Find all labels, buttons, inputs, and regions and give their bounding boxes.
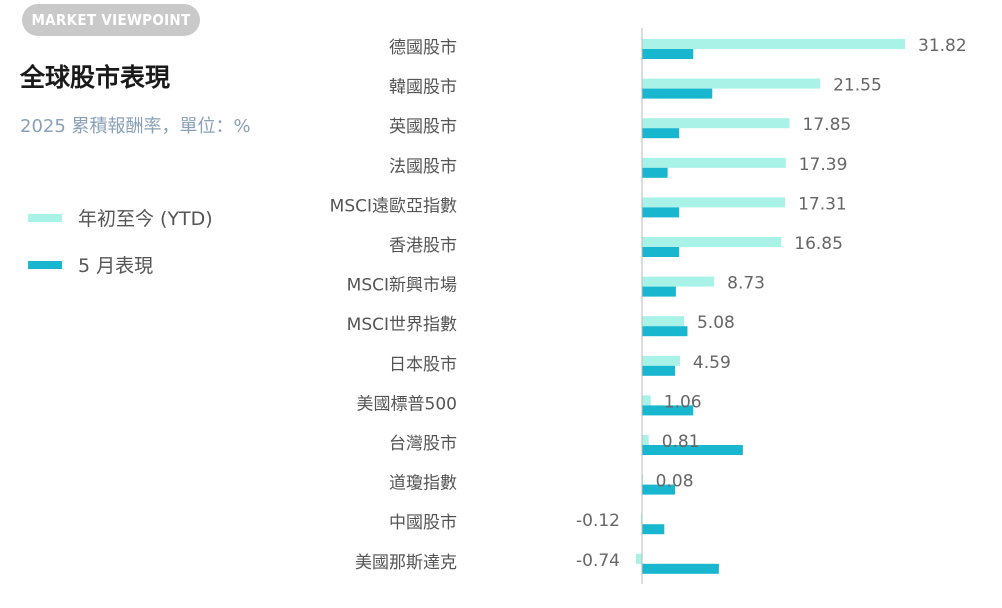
legend-label-may: 5 月表現 [78,255,154,277]
ytd-bar [642,197,786,208]
may-bar [642,405,694,416]
legend-item-may: 5 月表現 [28,251,153,278]
may-bar [642,445,743,455]
data-label: 17.31 [798,194,847,214]
category-label: 道瓊指數 [389,474,457,494]
ytd-bar [642,355,680,366]
legend-swatch-may [28,260,62,269]
may-bar [642,128,680,139]
may-bar [642,207,680,218]
ytd-bar [635,553,642,564]
ytd-bar [640,514,642,525]
ytd-bar [642,118,790,129]
data-label: 0.08 [656,472,694,492]
category-label: 台灣股市 [389,434,457,454]
legend-swatch-ytd [28,213,62,222]
ytd-bar [642,435,649,445]
chart-subtitle: 2025 累積報酬率，單位：% [20,116,251,137]
ytd-bar [642,157,786,168]
data-label: 31.82 [918,36,967,56]
ytd-bar [642,474,644,485]
category-label: 中國股市 [389,513,457,533]
legend-item-ytd: 年初至今 (YTD) [28,204,213,231]
data-label: 1.06 [664,392,702,412]
data-label: 0.81 [662,432,700,452]
category-label: 日本股市 [389,355,457,375]
data-label: 21.55 [833,76,882,96]
category-label: 香港股市 [389,236,457,256]
ytd-bar [642,39,905,49]
may-bar [642,365,676,376]
data-label: 17.85 [803,115,852,135]
may-bar [642,286,676,297]
may-bar [642,49,694,59]
category-label: 美國那斯達克 [355,553,457,573]
category-label: 英國股市 [389,117,457,137]
may-bar [642,563,719,574]
data-label: 17.39 [799,155,848,175]
may-bar [642,247,680,257]
category-label: 韓國股市 [389,78,457,98]
legend-label-ytd: 年初至今 (YTD) [78,208,213,230]
ytd-bar [642,395,651,406]
data-label: 5.08 [697,313,735,333]
may-bar [642,326,688,337]
may-bar [642,484,676,495]
category-label: 德國股市 [389,38,457,58]
category-label: 美國標普500 [357,394,457,414]
may-bar [642,88,713,99]
category-label: 法國股市 [389,157,457,177]
data-label: -0.12 [576,511,620,531]
data-label: 4.59 [693,353,731,373]
ytd-bar [642,237,782,247]
data-label: 8.73 [727,274,765,294]
data-label: 16.85 [794,234,843,254]
may-bar [642,167,668,178]
may-bar [642,524,665,535]
chart-title: 全球股市表現 [20,63,171,92]
data-label: -0.74 [576,551,620,571]
category-label: MSCI新興市場 [347,276,457,296]
market-viewpoint-badge: MARKET VIEWPOINT [22,4,200,36]
ytd-bar [642,316,684,327]
ytd-bar [642,78,821,89]
category-label: MSCI遠歐亞指數 [330,196,457,216]
ytd-bar [642,276,715,287]
category-label: MSCI世界指數 [347,315,457,335]
